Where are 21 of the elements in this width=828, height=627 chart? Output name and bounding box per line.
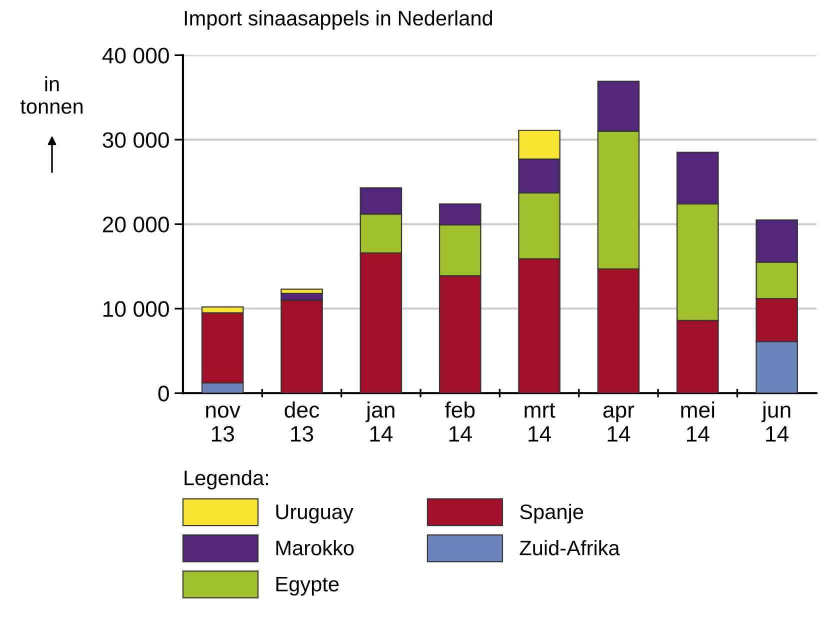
y-tick-label: 20 000: [102, 216, 169, 232]
x-tick-label: apr 14: [603, 406, 634, 442]
y-tick-label: 0: [158, 386, 169, 402]
legend-label: Uruguay: [276, 504, 354, 524]
x-tick-label: nov 13: [206, 406, 240, 442]
y-tick-label: 10 000: [104, 301, 169, 317]
chart-title: Import sinaasappels in Nederland: [184, 10, 492, 30]
legend-label: Egypte: [276, 576, 339, 596]
x-tick-label: mei 14: [681, 401, 714, 442]
y-tick-label: 30 000: [102, 132, 169, 148]
legend-label: Marokko: [276, 540, 354, 556]
y-axis-title: in tonnen: [20, 76, 83, 114]
x-tick-label: mrt 14: [524, 403, 556, 442]
legend-title: Legenda:: [184, 470, 268, 490]
legend-label: Spanje: [520, 504, 584, 524]
y-tick-label: 40 000: [102, 48, 169, 64]
x-tick-label: feb 14: [444, 401, 475, 442]
x-tick-label: dec 13: [284, 401, 320, 442]
x-tick-label: jun 14: [761, 401, 790, 442]
x-tick-label: jan 14: [366, 401, 394, 442]
legend-label: Zuid-Afrika: [520, 540, 620, 556]
